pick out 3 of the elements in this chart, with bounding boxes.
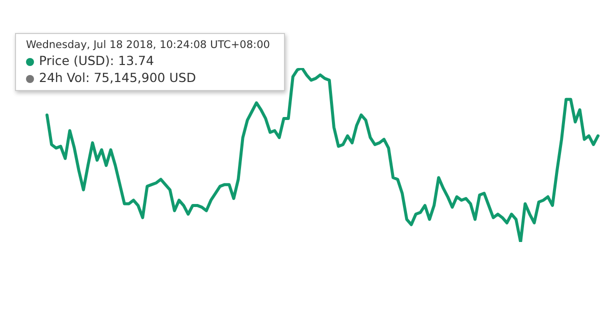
tooltip-box: Wednesday, Jul 18 2018, 10:24:08 UTC+08:00 Price (USD): 13.74 24h Vol: 75,145,900 USD <box>15 33 285 91</box>
annotation: 24h Vol: 75,145,900 USD <box>38 69 197 86</box>
annotation: Price (USD): 13.74 <box>38 52 155 69</box>
